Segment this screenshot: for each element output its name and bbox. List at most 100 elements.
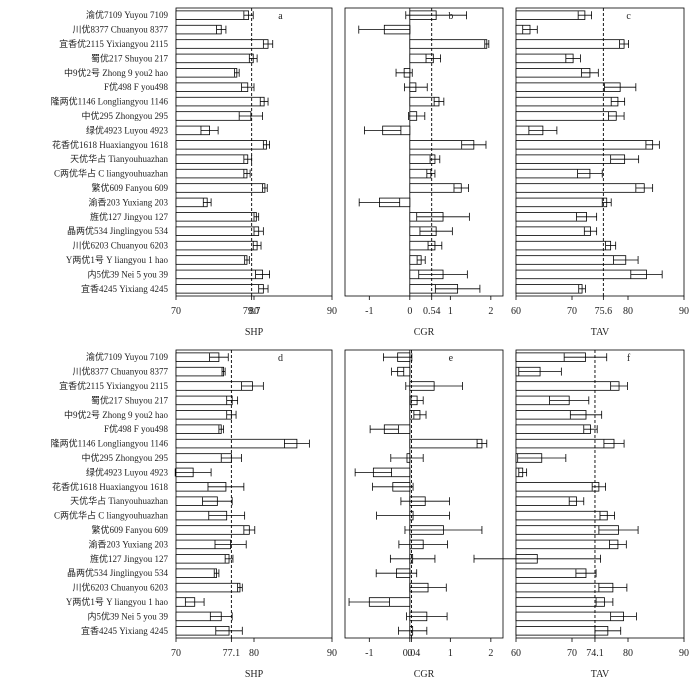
variety-label: C两优华占 C liangyouhuazhan (54, 168, 168, 179)
bar (175, 53, 254, 64)
variety-label: 渝优7109 Yuyou 7109 (86, 9, 169, 20)
variety-label: C两优华占 C liangyouhuazhan (54, 510, 168, 521)
bar (515, 568, 587, 578)
bar (175, 284, 264, 294)
variety-label: 晶两优534 Jinglingyou 534 (67, 225, 169, 236)
bar (175, 212, 257, 222)
chart-panel-d: 70 77.1 80 90 SHP d (171, 349, 337, 680)
bar (175, 168, 248, 179)
bar (515, 212, 587, 222)
bar (175, 154, 249, 164)
bar (175, 269, 263, 280)
bar (175, 525, 250, 535)
bar (515, 496, 577, 506)
bar (175, 424, 222, 434)
panel-letter: e (449, 353, 454, 364)
bar (515, 424, 591, 434)
x-tick-label: 80 (623, 306, 633, 317)
variety-label: 花香优1618 Huaxiangyou 1618 (52, 481, 168, 492)
x-tick-label: 90 (327, 648, 337, 659)
bar (175, 39, 269, 49)
bar (515, 438, 615, 449)
x-tick-label: 0.04 (403, 648, 421, 659)
bar (175, 82, 249, 92)
variety-label: 繁优609 Fanyou 609 (91, 524, 168, 535)
chart-panel-f: 60 70 74.1 80 90 TAV f (473, 349, 689, 680)
variety-label: 绿优4923 Luyou 4923 (86, 466, 168, 477)
bar (515, 611, 624, 622)
x-tick-label: 90 (327, 306, 337, 317)
bar (175, 240, 258, 251)
bar (175, 395, 233, 406)
variety-labels-bottom: 渝优7109 Yuyou 7109 川优8377 Chuanyou 8377 宜香优… (51, 351, 169, 636)
x-tick-label: 80 (249, 306, 259, 317)
bar (175, 554, 230, 564)
x-tick-label: 75.6 (595, 306, 613, 317)
variety-label: 渝优7109 Yuyou 7109 (86, 351, 169, 362)
panel-letter: a (278, 11, 283, 22)
bar (175, 438, 298, 449)
x-tick-label: 70 (171, 306, 181, 317)
bar (515, 626, 609, 636)
x-tick-label: 70 (567, 648, 577, 659)
variety-label: 天优华占 Tianyouhuazhan (70, 153, 168, 164)
chart-panel-b: -1 0 0.54 1 2 CGR b (344, 7, 504, 338)
variety-label: 川优8377 Chuanyou 8377 (73, 366, 169, 377)
panel-letter: d (278, 353, 283, 364)
bar (515, 197, 608, 208)
bar (515, 53, 574, 64)
bar (515, 111, 617, 121)
variety-label: F优498 F you498 (104, 423, 169, 434)
x-tick-label: -1 (365, 648, 373, 659)
variety-label: 晶两优534 Jinglingyou 534 (67, 567, 169, 578)
bar (515, 183, 645, 193)
bar (515, 226, 591, 236)
variety-label: 内5优39 Nei 5 you 39 (88, 610, 169, 621)
x-axis-title: CGR (414, 327, 435, 338)
bar (175, 226, 260, 236)
x-tick-label: 70 (567, 306, 577, 317)
x-axis-title: SHP (245, 669, 264, 680)
bar (515, 140, 654, 150)
x-tick-label: 1 (448, 306, 453, 317)
bar (515, 381, 620, 391)
x-tick-label: 80 (623, 648, 633, 659)
bar (175, 381, 253, 391)
plot-frame (175, 7, 333, 297)
bar (515, 597, 605, 607)
plot-frame (344, 349, 504, 639)
bar (515, 154, 626, 164)
plot-frame (175, 349, 333, 639)
variety-label: Y两优1号 Y liangyou 1 hao (66, 254, 169, 265)
bar (515, 68, 591, 78)
x-tick-label: 90 (679, 648, 689, 659)
bar (515, 240, 612, 251)
bar (175, 255, 248, 265)
bar (515, 255, 627, 265)
bar (175, 582, 241, 593)
bar (409, 39, 488, 49)
variety-label: 蜀优217 Shuyou 217 (91, 52, 169, 63)
x-tick-label: 79.7 (243, 306, 261, 317)
bar (515, 96, 619, 107)
variety-label: 隆两优1146 Longliangyou 1146 (51, 96, 169, 107)
variety-label: 花香优1618 Huaxiangyou 1618 (52, 139, 168, 150)
variety-label: 川优8377 Chuanyou 8377 (73, 24, 169, 35)
variety-label: 隆两优1146 Longliangyou 1146 (51, 438, 169, 449)
bar (515, 269, 647, 280)
bar (515, 284, 583, 294)
x-tick-label: 60 (511, 648, 521, 659)
variety-label: 中9优2号 Zhong 9 you2 hao (64, 67, 168, 78)
x-tick-label: 77.1 (223, 648, 241, 659)
chart-panel-c: 60 70 75.6 80 90 TAV c (511, 7, 689, 338)
plot-frame (344, 7, 504, 297)
x-tick-label: -1 (365, 306, 373, 317)
x-tick-label: 2 (488, 648, 493, 659)
variety-label: Y两优1号 Y liangyou 1 hao (66, 596, 169, 607)
x-tick-label: 70 (171, 648, 181, 659)
x-axis-title: SHP (245, 327, 264, 338)
variety-label: 繁优609 Fanyou 609 (91, 182, 168, 193)
bar (175, 410, 232, 420)
x-tick-label: 60 (511, 306, 521, 317)
variety-label: 中优295 Zhongyou 295 (82, 110, 169, 121)
